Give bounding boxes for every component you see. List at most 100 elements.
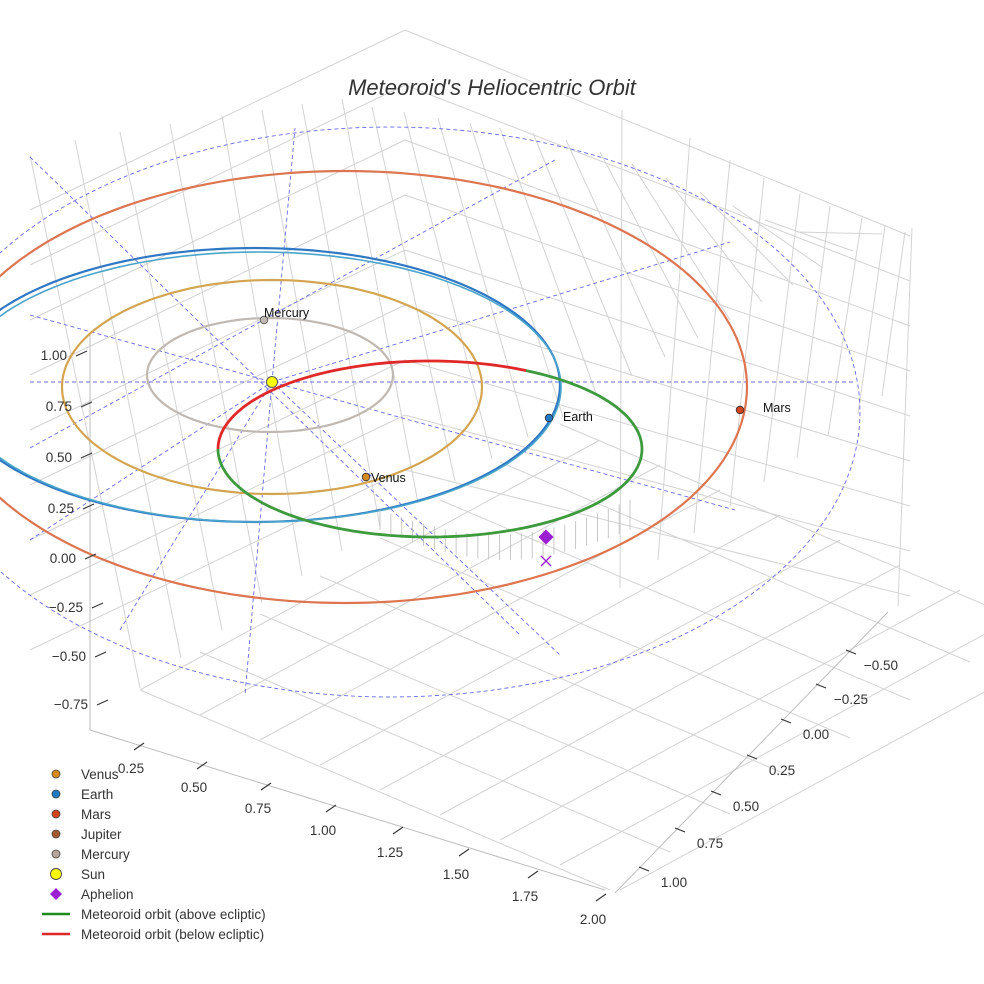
grid-line bbox=[403, 111, 493, 460]
grid-line bbox=[619, 691, 984, 891]
grid-line bbox=[319, 514, 781, 766]
vertical-axis-tick-label: −0.25 bbox=[49, 600, 83, 615]
mercury-orbit bbox=[145, 316, 395, 434]
side-axis-tick bbox=[710, 790, 722, 796]
mercury-marker[interactable] bbox=[259, 315, 269, 325]
front-axis-tick bbox=[458, 848, 470, 857]
legend-label: Mercury bbox=[81, 847, 130, 862]
grid-line bbox=[532, 132, 633, 377]
grid-line bbox=[261, 109, 343, 552]
grid-line bbox=[729, 177, 765, 508]
grid-line bbox=[119, 131, 223, 631]
vertical-axis-tick bbox=[94, 651, 107, 658]
legend-label: Venus bbox=[81, 767, 119, 782]
side-axis-tick-label: 0.75 bbox=[697, 836, 723, 851]
grid-line bbox=[379, 537, 851, 739]
guide-line bbox=[271, 241, 731, 383]
grid-line bbox=[199, 464, 661, 716]
side-axis-tick-label: 0.50 bbox=[733, 799, 759, 814]
guide-line bbox=[29, 156, 521, 636]
legend-item[interactable]: Mars bbox=[51, 807, 111, 822]
side-axis-tick-label: 0.00 bbox=[803, 727, 829, 742]
front-axis-tick bbox=[133, 742, 145, 751]
legend-item[interactable]: Meteoroid orbit (above ecliptic) bbox=[42, 907, 266, 922]
side-axis-tick-label: 1.00 bbox=[661, 875, 687, 890]
legend-label: Earth bbox=[81, 787, 113, 802]
grid-line bbox=[404, 194, 911, 372]
vertical-axis-tick bbox=[80, 401, 93, 408]
front-axis-tick-label: 1.50 bbox=[443, 867, 469, 882]
grid-line bbox=[29, 84, 406, 266]
guide-line bbox=[29, 314, 736, 511]
grid-line bbox=[371, 106, 456, 482]
grid-line bbox=[437, 117, 529, 438]
guide-line bbox=[29, 381, 273, 541]
grid-line bbox=[29, 29, 406, 211]
legend-marker-icon bbox=[51, 829, 61, 839]
legend-item[interactable]: Aphelion bbox=[50, 887, 134, 902]
grid-line bbox=[499, 127, 598, 397]
mercury-label: Mercury bbox=[264, 306, 310, 320]
grid-line bbox=[881, 231, 906, 397]
grid-line bbox=[693, 159, 731, 534]
legend-item[interactable]: Earth bbox=[51, 787, 113, 802]
mars-orbit bbox=[0, 169, 749, 605]
guide-line bbox=[244, 381, 273, 696]
grid-line bbox=[665, 177, 763, 303]
earth-marker[interactable] bbox=[544, 413, 554, 423]
side-axis-tick bbox=[746, 754, 758, 760]
grid-line bbox=[469, 122, 564, 418]
venus-label: Venus bbox=[371, 471, 406, 485]
grid-line bbox=[199, 651, 671, 853]
vertical-axis-tick bbox=[96, 699, 109, 706]
guide-ellipse bbox=[0, 126, 861, 698]
vertical-axis-tick-label: 0.25 bbox=[48, 501, 74, 516]
legend-item[interactable]: Mercury bbox=[51, 847, 130, 862]
legend-marker-icon bbox=[51, 789, 61, 799]
legend[interactable]: Venus Earth Mars Jupiter Mercury Sun Aphelion M… bbox=[42, 767, 266, 942]
meteoroid-orbit-below bbox=[216, 359, 527, 450]
guide-line bbox=[271, 127, 296, 383]
legend-item[interactable]: Meteoroid orbit (below ecliptic) bbox=[42, 927, 264, 942]
grid-line bbox=[221, 115, 303, 577]
grid-line bbox=[29, 154, 141, 689]
aphelion-projection-marker bbox=[540, 555, 552, 567]
grid-line bbox=[29, 194, 406, 376]
legend-marker-icon bbox=[50, 888, 62, 900]
aphelion-marker[interactable] bbox=[538, 529, 554, 545]
side-axis-tick-label: 0.25 bbox=[769, 763, 795, 778]
grid-line bbox=[341, 98, 419, 504]
guide-line bbox=[119, 381, 273, 631]
legend-item[interactable]: Jupiter bbox=[51, 827, 122, 842]
vertical-axis-tick-label: 0.00 bbox=[50, 551, 76, 566]
vertical-axis-tick-label: −0.50 bbox=[52, 649, 86, 664]
grid-layer bbox=[29, 29, 984, 894]
orbit-layer bbox=[0, 169, 749, 605]
legend-item[interactable]: Sun bbox=[50, 867, 106, 882]
legend-label: Meteoroid orbit (below ecliptic) bbox=[81, 927, 264, 942]
vertical-axis-tick bbox=[80, 452, 93, 459]
grid-line bbox=[439, 564, 901, 816]
front-axis-tick-label: 0.50 bbox=[181, 780, 207, 795]
grid-line bbox=[857, 225, 886, 415]
side-axis-tick bbox=[780, 718, 792, 724]
front-axis-tick bbox=[260, 782, 272, 791]
venus-marker[interactable] bbox=[361, 472, 371, 482]
guide-line bbox=[29, 159, 556, 449]
sun-marker[interactable] bbox=[266, 376, 278, 388]
mars-marker[interactable] bbox=[735, 405, 745, 415]
legend-label: Meteoroid orbit (above ecliptic) bbox=[81, 907, 266, 922]
mars-label: Mars bbox=[763, 401, 791, 415]
legend-marker-icon bbox=[51, 809, 61, 819]
side-axis-tick bbox=[638, 866, 650, 872]
legend-marker-icon bbox=[51, 769, 61, 779]
grid-line bbox=[319, 575, 791, 777]
grid-line bbox=[74, 139, 182, 659]
grid-line bbox=[619, 109, 623, 589]
grid-line bbox=[796, 231, 883, 235]
grid-line bbox=[699, 191, 794, 286]
legend-item[interactable]: Venus bbox=[51, 767, 119, 782]
grid-line bbox=[404, 304, 911, 462]
venus-orbit bbox=[60, 278, 484, 496]
